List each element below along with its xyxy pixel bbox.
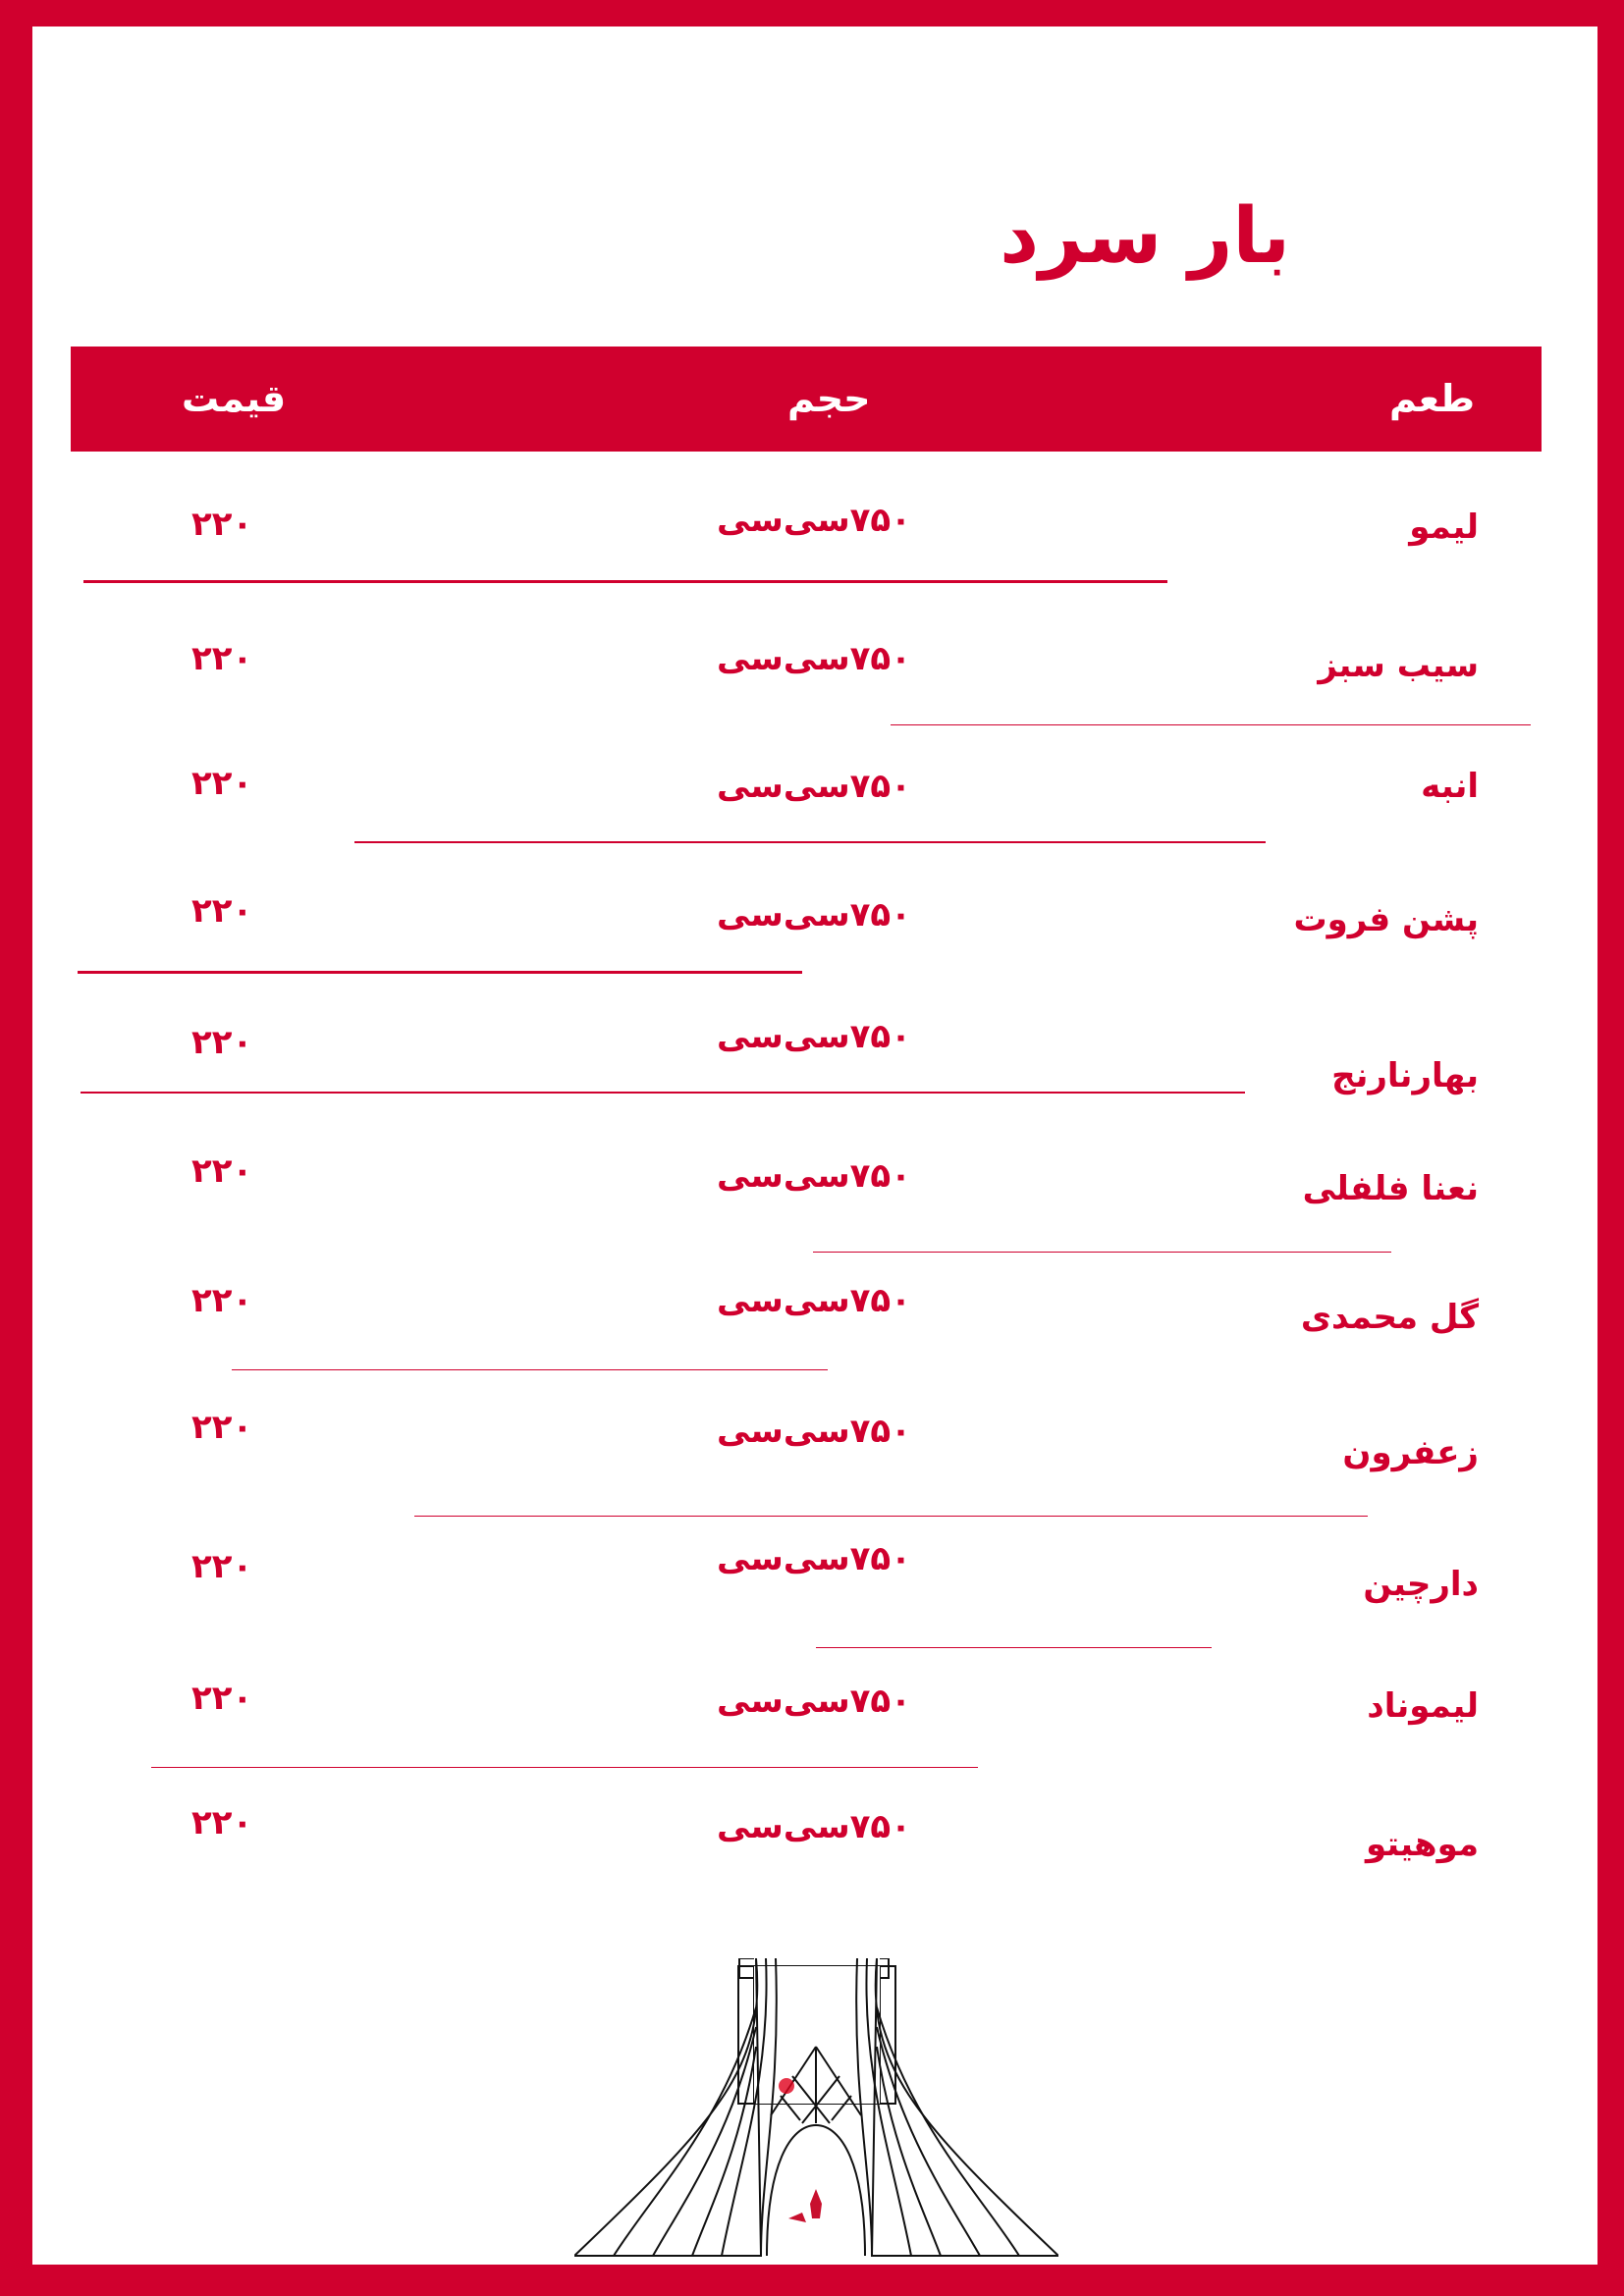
row-divider bbox=[83, 580, 1167, 583]
item-name: دارچین bbox=[1363, 1565, 1479, 1604]
item-volume: ۷۵۰سی‌سی bbox=[717, 1539, 911, 1578]
row-divider bbox=[81, 1092, 1245, 1094]
item-price: ۲۲۰ bbox=[191, 1679, 253, 1718]
item-name: نعنا فلفلی bbox=[1302, 1169, 1479, 1208]
item-price: ۲۲۰ bbox=[191, 1803, 253, 1842]
header-volume: حجم bbox=[787, 377, 871, 420]
item-name: زعفرون bbox=[1342, 1433, 1479, 1472]
row-divider bbox=[354, 841, 1266, 843]
item-price: ۲۲۰ bbox=[191, 1408, 253, 1447]
row-divider bbox=[813, 1252, 1391, 1253]
row-divider bbox=[78, 971, 802, 974]
item-volume: ۷۵۰سی‌سی bbox=[717, 1281, 911, 1320]
header-flavor: طعم bbox=[1388, 377, 1475, 420]
item-name: پشن فروت bbox=[1293, 900, 1479, 939]
item-name: انبه bbox=[1421, 767, 1479, 806]
row-divider bbox=[891, 724, 1531, 725]
item-volume: ۷۵۰سی‌سی bbox=[717, 767, 911, 806]
item-volume: ۷۵۰سی‌سی bbox=[717, 895, 911, 934]
item-name: موهیتو bbox=[1365, 1825, 1479, 1864]
row-divider bbox=[816, 1647, 1212, 1648]
item-price: ۲۲۰ bbox=[191, 1151, 253, 1191]
item-volume: ۷۵۰سی‌سی bbox=[717, 1682, 911, 1721]
item-price: ۲۲۰ bbox=[191, 639, 253, 678]
item-price: ۲۲۰ bbox=[191, 1281, 253, 1320]
item-price: ۲۲۰ bbox=[191, 764, 253, 803]
item-price: ۲۲۰ bbox=[191, 1023, 253, 1062]
header-price: قیمت bbox=[182, 377, 287, 420]
item-volume: ۷۵۰سی‌سی bbox=[717, 1017, 911, 1056]
item-price: ۲۲۰ bbox=[191, 1547, 253, 1586]
item-volume: ۷۵۰سی‌سی bbox=[717, 1807, 911, 1846]
azadi-tower-illustration bbox=[574, 1958, 1058, 2257]
item-price: ۲۲۰ bbox=[191, 505, 253, 544]
item-volume: ۷۵۰سی‌سی bbox=[717, 1156, 911, 1196]
item-name: سیب سبز bbox=[1318, 646, 1479, 685]
item-volume: ۷۵۰سی‌سی bbox=[717, 639, 911, 678]
item-name: لیموناد bbox=[1367, 1686, 1479, 1726]
item-volume: ۷۵۰سی‌سی bbox=[717, 1412, 911, 1451]
page-title: بار سرد bbox=[1000, 192, 1290, 281]
item-volume: ۷۵۰سی‌سی bbox=[717, 501, 911, 540]
table-header: طعم حجم قیمت bbox=[71, 347, 1542, 452]
row-divider bbox=[414, 1516, 1368, 1517]
item-name: گل محمدی bbox=[1300, 1298, 1479, 1337]
item-name: بهارنارنج bbox=[1331, 1056, 1479, 1095]
item-name: لیمو bbox=[1409, 507, 1479, 547]
row-divider bbox=[151, 1767, 978, 1768]
row-divider bbox=[232, 1369, 828, 1370]
item-price: ۲۲۰ bbox=[191, 891, 253, 931]
